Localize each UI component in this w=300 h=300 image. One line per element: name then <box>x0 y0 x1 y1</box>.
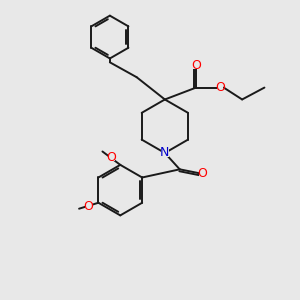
Bar <box>108 155 115 161</box>
Bar <box>217 84 223 91</box>
Text: N: N <box>160 146 170 160</box>
Text: O: O <box>191 59 201 72</box>
Text: O: O <box>215 81 225 94</box>
Text: O: O <box>198 167 208 180</box>
Text: O: O <box>106 151 116 164</box>
Bar <box>193 62 199 69</box>
Bar <box>85 202 92 209</box>
Bar <box>199 170 205 177</box>
Bar <box>161 149 169 157</box>
Text: O: O <box>83 200 93 213</box>
